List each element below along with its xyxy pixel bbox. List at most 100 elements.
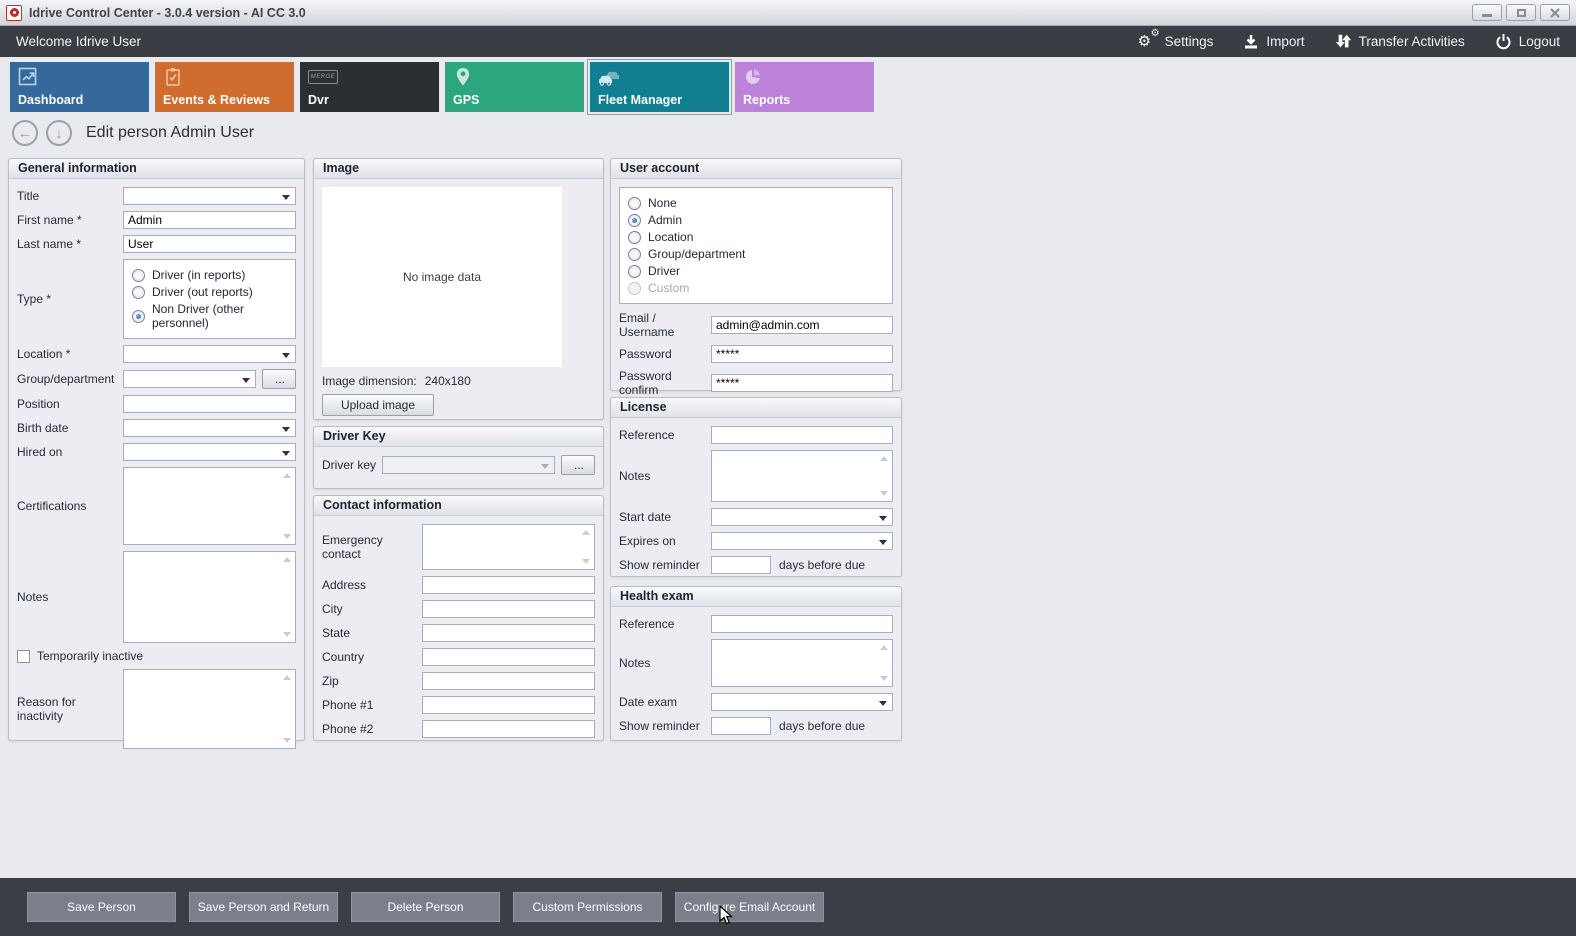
- minimize-icon: [1482, 14, 1492, 17]
- tab-label: Dvr: [308, 93, 329, 107]
- date-exam-combobox[interactable]: [711, 693, 893, 711]
- city-input[interactable]: [422, 600, 595, 618]
- zip-input[interactable]: [422, 672, 595, 690]
- custom-permissions-button[interactable]: Custom Permissions: [513, 892, 662, 922]
- email-username-input[interactable]: [711, 316, 893, 334]
- radio-option-driver-out-reports[interactable]: Driver (out reports): [132, 285, 287, 299]
- tab-gps[interactable]: GPS: [445, 62, 584, 112]
- radio-icon: [628, 230, 641, 244]
- license-reference-input[interactable]: [711, 426, 893, 444]
- field-location: Location *: [17, 345, 296, 363]
- location-combobox[interactable]: [123, 345, 296, 363]
- back-arrow-icon: ←: [17, 124, 33, 142]
- panel-title: License: [611, 398, 901, 418]
- panel-title: User account: [611, 159, 901, 179]
- phone1-input[interactable]: [422, 696, 595, 714]
- tab-events-reviews[interactable]: Events & Reviews: [155, 62, 294, 112]
- scroll-down-icon: [283, 534, 291, 539]
- title-combobox[interactable]: [123, 187, 296, 205]
- expires-on-combobox[interactable]: [711, 532, 893, 550]
- field-health-reminder: Show reminder days before due: [619, 717, 866, 735]
- upload-image-button[interactable]: Upload image: [322, 394, 434, 416]
- health-notes-textarea[interactable]: [712, 640, 892, 686]
- import-button[interactable]: Import: [1243, 34, 1305, 50]
- license-reminder-days-input[interactable]: [711, 556, 771, 574]
- field-license-notes: Notes: [619, 450, 893, 502]
- field-phone-2: Phone #2: [322, 720, 595, 738]
- radio-option-location[interactable]: Location: [628, 230, 884, 244]
- save-person-and-return-button[interactable]: Save Person and Return: [189, 892, 338, 922]
- temporarily-inactive-checkbox[interactable]: [17, 649, 30, 663]
- group-department-browse-button[interactable]: ...: [262, 369, 296, 389]
- field-date-exam: Date exam: [619, 693, 893, 711]
- group-department-combobox[interactable]: [123, 370, 256, 388]
- driver-key-combobox[interactable]: [382, 456, 555, 474]
- panel-title: Health exam: [611, 587, 901, 607]
- page-header: ← ↓ Edit person Admin User: [12, 120, 254, 146]
- role-radio-group: None Admin Location Group/department Dri…: [619, 187, 893, 304]
- start-date-combobox[interactable]: [711, 508, 893, 526]
- address-input[interactable]: [422, 576, 595, 594]
- radio-icon: [628, 196, 641, 210]
- fleet-cars-icon: [598, 67, 624, 92]
- tab-dvr[interactable]: MERGE Dvr: [300, 62, 439, 112]
- settings-button[interactable]: ⚙ ⚙ Settings: [1138, 28, 1214, 51]
- maximize-icon: [1516, 8, 1526, 17]
- radio-selected-icon: [132, 309, 145, 323]
- position-input[interactable]: [123, 395, 296, 413]
- reason-inactivity-textarea[interactable]: [124, 670, 295, 748]
- phone2-input[interactable]: [422, 720, 595, 738]
- transfer-activities-button[interactable]: Transfer Activities: [1335, 33, 1465, 50]
- radio-icon: [628, 247, 641, 261]
- driver-key-browse-button[interactable]: ...: [561, 455, 595, 475]
- field-address: Address: [322, 576, 595, 594]
- panel-title: Driver Key: [314, 427, 603, 447]
- license-notes-textarea[interactable]: [712, 451, 892, 501]
- password-confirm-input[interactable]: [711, 374, 893, 392]
- tab-label: Dashboard: [18, 93, 84, 107]
- last-name-input[interactable]: [123, 235, 296, 253]
- scroll-down-button[interactable]: ↓: [46, 120, 72, 146]
- radio-selected-icon: [628, 213, 641, 227]
- first-name-input[interactable]: [123, 211, 296, 229]
- password-input[interactable]: [711, 345, 893, 363]
- country-input[interactable]: [422, 648, 595, 666]
- save-person-button[interactable]: Save Person: [27, 892, 176, 922]
- health-reference-input[interactable]: [711, 615, 893, 633]
- radio-option-non-driver[interactable]: Non Driver (other personnel): [132, 302, 287, 330]
- back-button[interactable]: ←: [12, 120, 38, 146]
- field-driver-key: Driver key ...: [322, 455, 595, 475]
- birth-date-combobox[interactable]: [123, 419, 296, 437]
- tab-dashboard[interactable]: Dashboard: [10, 62, 149, 112]
- field-temporarily-inactive: Temporarily inactive: [17, 649, 296, 663]
- module-tabs: Dashboard Events & Reviews MERGE Dvr GPS: [10, 62, 874, 112]
- radio-option-driver-in-reports[interactable]: Driver (in reports): [132, 268, 287, 282]
- close-button[interactable]: [1540, 4, 1570, 21]
- health-reminder-days-input[interactable]: [711, 717, 771, 735]
- state-input[interactable]: [422, 624, 595, 642]
- field-notes: Notes: [17, 551, 296, 643]
- field-license-reminder: Show reminder days before due: [619, 556, 866, 574]
- field-country: Country: [322, 648, 595, 666]
- emergency-contact-textarea[interactable]: [423, 525, 594, 569]
- radio-option-driver[interactable]: Driver: [628, 264, 884, 278]
- settings-label: Settings: [1164, 34, 1214, 49]
- scroll-down-icon: [283, 632, 291, 637]
- logout-button[interactable]: Logout: [1495, 33, 1560, 50]
- delete-person-button[interactable]: Delete Person: [351, 892, 500, 922]
- certifications-textarea[interactable]: [124, 468, 295, 544]
- configure-email-account-button[interactable]: Configure Email Account: [675, 892, 824, 922]
- tab-fleet-manager[interactable]: Fleet Manager: [590, 62, 729, 112]
- chevron-down-icon: [879, 540, 887, 545]
- tab-label: GPS: [453, 93, 480, 107]
- hired-on-combobox[interactable]: [123, 443, 296, 461]
- notes-textarea[interactable]: [124, 552, 295, 642]
- radio-option-none[interactable]: None: [628, 196, 884, 210]
- minimize-button[interactable]: [1472, 4, 1502, 21]
- tab-reports[interactable]: Reports: [735, 62, 874, 112]
- field-health-reference: Reference: [619, 615, 893, 633]
- radio-option-admin[interactable]: Admin: [628, 213, 884, 227]
- maximize-button[interactable]: [1506, 4, 1536, 21]
- field-certifications: Certifications: [17, 467, 296, 545]
- radio-option-group-department[interactable]: Group/department: [628, 247, 884, 261]
